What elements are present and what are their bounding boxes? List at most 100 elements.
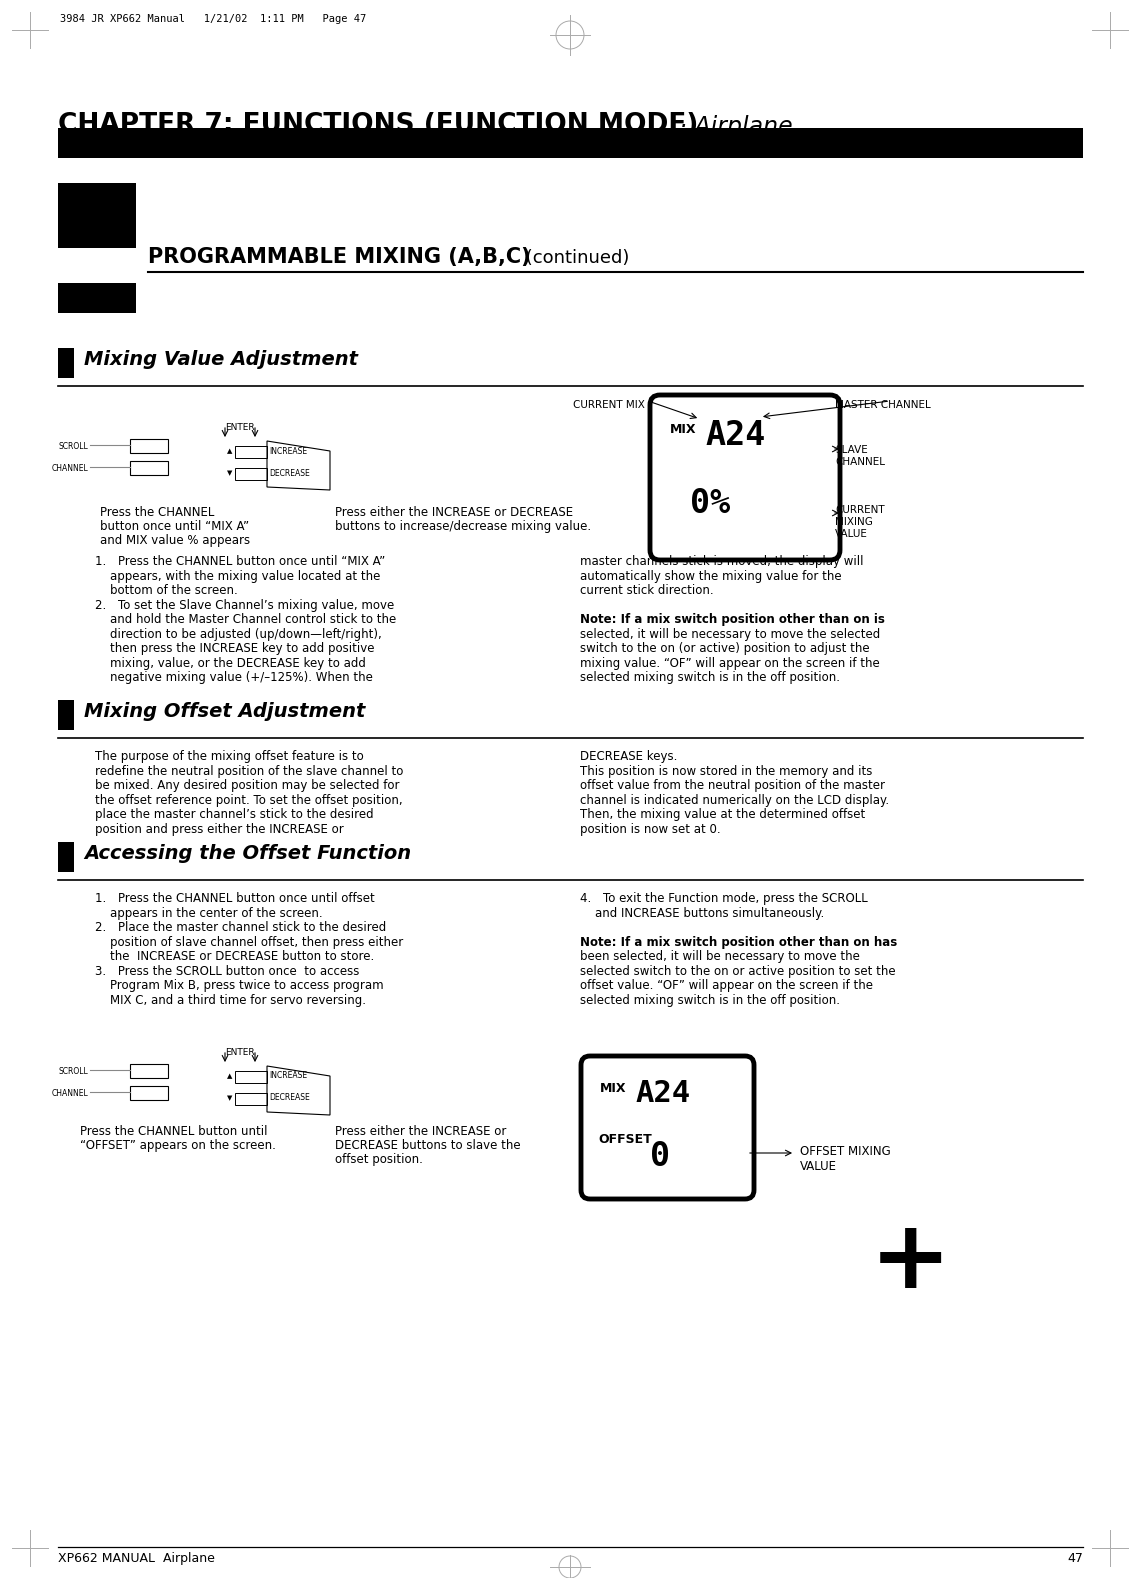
Text: MASTER CHANNEL: MASTER CHANNEL xyxy=(834,399,930,410)
Text: place the master channel’s stick to the desired: place the master channel’s stick to the … xyxy=(95,808,374,821)
Text: OFFSET: OFFSET xyxy=(598,1133,652,1146)
Text: buttons to increase/decrease mixing value.: buttons to increase/decrease mixing valu… xyxy=(335,521,592,533)
FancyBboxPatch shape xyxy=(650,394,840,560)
Text: 4. To exit the Function mode, press the SCROLL: 4. To exit the Function mode, press the … xyxy=(580,892,868,906)
Text: automatically show the mixing value for the: automatically show the mixing value for … xyxy=(580,570,841,582)
Text: · Airplane: · Airplane xyxy=(671,115,792,139)
Text: Press the CHANNEL button until: Press the CHANNEL button until xyxy=(80,1125,268,1138)
Text: CHAPTER 7: FUNCTIONS (FUNCTION MODE): CHAPTER 7: FUNCTIONS (FUNCTION MODE) xyxy=(58,112,699,137)
Text: bottom of the screen.: bottom of the screen. xyxy=(95,584,238,596)
Text: and hold the Master Channel control stick to the: and hold the Master Channel control stic… xyxy=(95,612,397,626)
Text: +: + xyxy=(870,1215,952,1308)
Bar xyxy=(58,701,74,731)
Text: selected switch to the on or active position to set the: selected switch to the on or active posi… xyxy=(580,964,896,977)
Bar xyxy=(58,128,1083,158)
Text: offset value from the neutral position of the master: offset value from the neutral position o… xyxy=(580,780,885,792)
Text: A24: A24 xyxy=(635,1079,690,1108)
Text: appears in the center of the screen.: appears in the center of the screen. xyxy=(95,906,323,920)
Text: SCROLL: SCROLL xyxy=(58,1067,88,1076)
Text: ENTER: ENTER xyxy=(226,423,255,432)
Text: then press the INCREASE key to add positive: then press the INCREASE key to add posit… xyxy=(95,642,375,655)
Text: appears, with the mixing value located at the: appears, with the mixing value located a… xyxy=(95,570,381,582)
Text: Note: If a mix switch position other than on is: Note: If a mix switch position other tha… xyxy=(580,612,885,626)
Text: INCREASE: INCREASE xyxy=(269,447,307,456)
Text: Mixing Value Adjustment: Mixing Value Adjustment xyxy=(84,350,358,369)
Text: 0: 0 xyxy=(650,1139,670,1172)
Text: VALUE: VALUE xyxy=(834,529,868,540)
Text: and MIX value % appears: and MIX value % appears xyxy=(100,533,250,548)
Text: 1. Press the CHANNEL button once until offset: 1. Press the CHANNEL button once until o… xyxy=(95,892,375,906)
Text: XP662 MANUAL  Airplane: XP662 MANUAL Airplane xyxy=(58,1553,214,1565)
Text: The purpose of the mixing offset feature is to: The purpose of the mixing offset feature… xyxy=(95,750,364,764)
Bar xyxy=(58,843,74,873)
Bar xyxy=(235,469,267,480)
Text: ▲: ▲ xyxy=(227,448,233,454)
Text: OFFSET MIXING
VALUE: OFFSET MIXING VALUE xyxy=(800,1146,890,1172)
Text: This position is now stored in the memory and its: This position is now stored in the memor… xyxy=(580,764,872,778)
Text: ▲: ▲ xyxy=(227,1073,233,1079)
Text: A24: A24 xyxy=(705,420,765,451)
Text: position is now set at 0.: position is now set at 0. xyxy=(580,822,720,835)
Text: MIX C, and a third time for servo reversing.: MIX C, and a third time for servo revers… xyxy=(95,994,366,1007)
Text: CHANNEL: CHANNEL xyxy=(51,464,88,473)
Text: 47: 47 xyxy=(1067,1553,1083,1565)
Text: SCROLL: SCROLL xyxy=(58,442,88,451)
Text: Note: If a mix switch position other than on has: Note: If a mix switch position other tha… xyxy=(580,936,897,948)
Text: the offset reference point. To set the offset position,: the offset reference point. To set the o… xyxy=(95,794,402,806)
Text: Press the CHANNEL: Press the CHANNEL xyxy=(100,507,214,519)
Text: SLAVE: SLAVE xyxy=(834,445,868,454)
Text: switch to the on (or active) position to adjust the: switch to the on (or active) position to… xyxy=(580,642,870,655)
Text: MIXING: MIXING xyxy=(834,518,873,527)
Text: 7.10: 7.10 xyxy=(72,249,123,270)
Text: INCREASE: INCREASE xyxy=(269,1071,307,1081)
Text: 3. Press the SCROLL button once  to access: 3. Press the SCROLL button once to acces… xyxy=(95,964,359,977)
Text: Program Mix B, press twice to access program: Program Mix B, press twice to access pro… xyxy=(95,978,384,993)
Text: CURRENT: CURRENT xyxy=(834,505,885,514)
Text: mixing value. “OF” will appear on the screen if the: mixing value. “OF” will appear on the sc… xyxy=(580,656,880,669)
Text: (continued): (continued) xyxy=(520,249,629,267)
Bar xyxy=(130,1086,168,1100)
Bar xyxy=(235,447,267,458)
Text: redefine the neutral position of the slave channel to: redefine the neutral position of the sla… xyxy=(95,764,404,778)
Bar xyxy=(58,349,74,379)
Text: master channels stick is moved, the display will: master channels stick is moved, the disp… xyxy=(580,555,863,568)
Text: button once until “MIX A”: button once until “MIX A” xyxy=(100,521,250,533)
Text: Mixing Offset Adjustment: Mixing Offset Adjustment xyxy=(84,702,366,721)
Text: position of slave channel offset, then press either: position of slave channel offset, then p… xyxy=(95,936,404,948)
Text: 0%: 0% xyxy=(690,488,731,521)
Text: DECREASE keys.: DECREASE keys. xyxy=(580,750,677,764)
Text: MIX: MIX xyxy=(670,423,697,436)
Text: DECREASE: DECREASE xyxy=(269,1094,310,1103)
Text: CHANNEL: CHANNEL xyxy=(834,458,885,467)
Text: selected mixing switch is in the off position.: selected mixing switch is in the off pos… xyxy=(580,671,840,683)
Text: Then, the mixing value at the determined offset: Then, the mixing value at the determined… xyxy=(580,808,865,821)
Text: Accessing the Offset Function: Accessing the Offset Function xyxy=(84,844,412,863)
Text: CURRENT MIX: CURRENT MIX xyxy=(573,399,645,410)
Text: 2. Place the master channel stick to the desired: 2. Place the master channel stick to the… xyxy=(95,922,386,934)
Text: CHANNEL: CHANNEL xyxy=(51,1089,88,1098)
Bar xyxy=(235,1094,267,1105)
Text: 3984 JR XP662 Manual   1/21/02  1:11 PM   Page 47: 3984 JR XP662 Manual 1/21/02 1:11 PM Pag… xyxy=(60,14,366,24)
Text: MIX: MIX xyxy=(600,1083,627,1095)
Text: DECREASE buttons to slave the: DECREASE buttons to slave the xyxy=(335,1139,521,1152)
Text: ENTER: ENTER xyxy=(226,1048,255,1057)
Text: Press either the INCREASE or DECREASE: Press either the INCREASE or DECREASE xyxy=(335,507,573,519)
Text: offset value. “OF” will appear on the screen if the: offset value. “OF” will appear on the sc… xyxy=(580,978,873,993)
Text: “OFFSET” appears on the screen.: “OFFSET” appears on the screen. xyxy=(80,1139,276,1152)
Text: the  INCREASE or DECREASE button to store.: the INCREASE or DECREASE button to store… xyxy=(95,950,374,963)
Text: position and press either the INCREASE or: position and press either the INCREASE o… xyxy=(95,822,344,835)
Text: 1. Press the CHANNEL button once until “MIX A”: 1. Press the CHANNEL button once until “… xyxy=(95,555,385,568)
Text: mixing, value, or the DECREASE key to add: mixing, value, or the DECREASE key to ad… xyxy=(95,656,366,669)
Bar xyxy=(130,1064,168,1078)
Text: and INCREASE buttons simultaneously.: and INCREASE buttons simultaneously. xyxy=(580,906,824,920)
Text: selected mixing switch is in the off position.: selected mixing switch is in the off pos… xyxy=(580,994,840,1007)
Text: be mixed. Any desired position may be selected for: be mixed. Any desired position may be se… xyxy=(95,780,399,792)
Text: channel is indicated numerically on the LCD display.: channel is indicated numerically on the … xyxy=(580,794,889,806)
Text: ▼: ▼ xyxy=(227,1095,233,1101)
Text: ▼: ▼ xyxy=(227,470,233,477)
Bar xyxy=(130,461,168,475)
Text: current stick direction.: current stick direction. xyxy=(580,584,714,596)
Bar xyxy=(58,282,136,312)
Text: 2. To set the Slave Channel’s mixing value, move: 2. To set the Slave Channel’s mixing val… xyxy=(95,598,394,612)
Bar xyxy=(58,183,136,248)
